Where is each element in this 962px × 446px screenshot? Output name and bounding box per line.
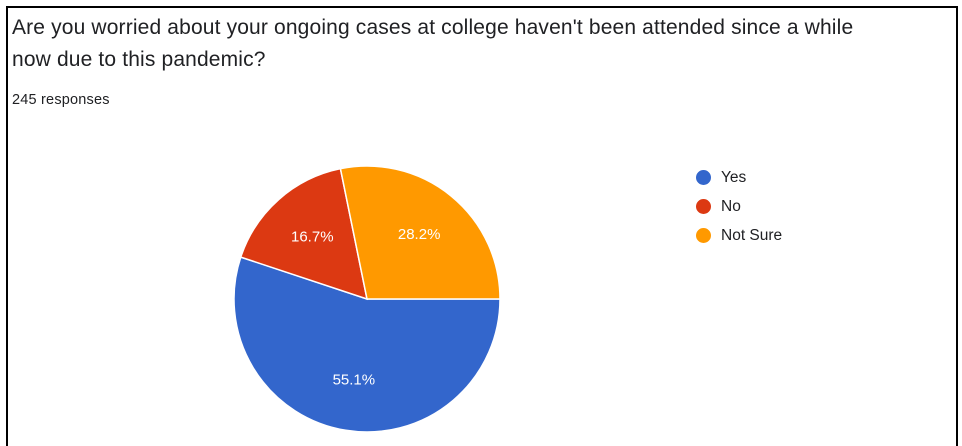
pie-slice-not-sure [339, 165, 501, 300]
legend-swatch [696, 228, 711, 243]
response-count: 245 responses [12, 92, 110, 108]
question-title: Are you worried about your ongoing cases… [12, 12, 956, 76]
pie-slice-label-yes: 55.1% [333, 371, 376, 388]
pie-chart: 55.1% 16.7% 28.2% [233, 165, 501, 433]
legend-item-no: No [696, 192, 782, 221]
pie-slice-label-no: 16.7% [291, 228, 334, 245]
legend-swatch [696, 199, 711, 214]
legend-swatch [696, 170, 711, 185]
question-title-line-1: Are you worried about your ongoing cases… [12, 16, 854, 39]
pie-slice-no [239, 167, 368, 301]
legend-label: Not Sure [721, 226, 783, 244]
chart-card: Are you worried about your ongoing cases… [6, 6, 958, 446]
legend-label: Yes [721, 168, 747, 186]
legend-label: No [721, 197, 741, 215]
chart-legend: Yes No Not Sure [696, 163, 782, 250]
legend-item-yes: Yes [696, 163, 782, 192]
pie-slice-label-not-sure: 28.2% [398, 226, 441, 243]
legend-item-not-sure: Not Sure [696, 221, 782, 250]
question-title-line-2: now due to this pandemic? [12, 48, 266, 71]
